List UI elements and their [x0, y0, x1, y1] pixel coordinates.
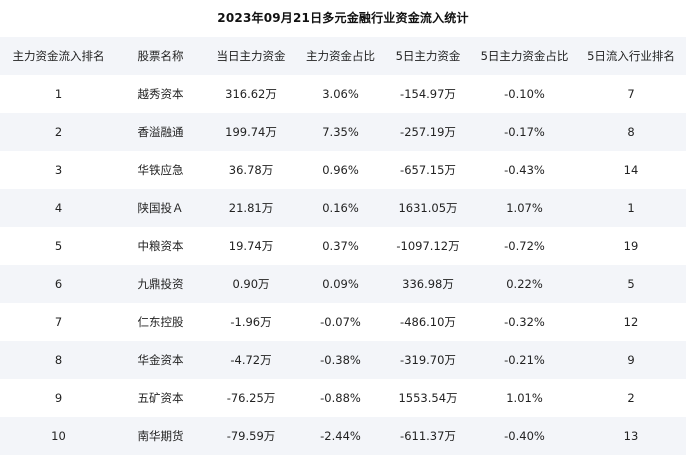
table-cell: -79.59万 — [204, 417, 298, 455]
column-header: 5日主力资金占比 — [473, 37, 576, 75]
table-cell: 陕国投Ａ — [117, 189, 204, 227]
table-cell: 中粮资本 — [117, 227, 204, 265]
table-cell: 9 — [0, 379, 117, 417]
table-cell: 14 — [576, 151, 686, 189]
table-cell: 九鼎投资 — [117, 265, 204, 303]
table-cell: 1631.05万 — [383, 189, 473, 227]
table-row: 6 九鼎投资 0.90万 0.09% 336.98万 0.22% 5 — [0, 265, 686, 303]
table-cell: 336.98万 — [383, 265, 473, 303]
table-cell: 华铁应急 — [117, 151, 204, 189]
table-cell: 5 — [0, 227, 117, 265]
table-cell: -0.72% — [473, 227, 576, 265]
table-row: 8 华金资本 -4.72万 -0.38% -319.70万 -0.21% 9 — [0, 341, 686, 379]
table-cell: 19 — [576, 227, 686, 265]
table-cell: -0.10% — [473, 75, 576, 113]
table-header-row: 主力资金流入排名 股票名称 当日主力资金 主力资金占比 5日主力资金 5日主力资金占比 5日… — [0, 37, 686, 75]
table-cell: 7 — [0, 303, 117, 341]
table-cell: -0.07% — [298, 303, 383, 341]
table-cell: 7 — [576, 75, 686, 113]
table-cell: -154.97万 — [383, 75, 473, 113]
table-cell: -2.44% — [298, 417, 383, 455]
table-cell: 316.62万 — [204, 75, 298, 113]
table-cell: 8 — [576, 113, 686, 151]
table-title: 2023年09月21日多元金融行业资金流入统计 — [217, 11, 469, 25]
table-cell: -4.72万 — [204, 341, 298, 379]
table-row: 7 仁东控股 -1.96万 -0.07% -486.10万 -0.32% 12 — [0, 303, 686, 341]
table-cell: -0.88% — [298, 379, 383, 417]
table-cell: 南华期货 — [117, 417, 204, 455]
table-row: 4 陕国投Ａ 21.81万 0.16% 1631.05万 1.07% 1 — [0, 189, 686, 227]
table-cell: 0.09% — [298, 265, 383, 303]
table-cell: 6 — [0, 265, 117, 303]
table-cell: 1.07% — [473, 189, 576, 227]
table-cell: 7.35% — [298, 113, 383, 151]
table-cell: -0.40% — [473, 417, 576, 455]
table-cell: 4 — [0, 189, 117, 227]
table-cell: 1 — [576, 189, 686, 227]
table-cell: -611.37万 — [383, 417, 473, 455]
column-header: 股票名称 — [117, 37, 204, 75]
table-cell: -0.38% — [298, 341, 383, 379]
table-cell: -1097.12万 — [383, 227, 473, 265]
table-cell: -76.25万 — [204, 379, 298, 417]
table-cell: 香溢融通 — [117, 113, 204, 151]
table-cell: 1553.54万 — [383, 379, 473, 417]
table-cell: 五矿资本 — [117, 379, 204, 417]
table-cell: 199.74万 — [204, 113, 298, 151]
table-cell: 12 — [576, 303, 686, 341]
table-body: 1 越秀资本 316.62万 3.06% -154.97万 -0.10% 7 2 香溢融通 199… — [0, 75, 686, 455]
table-cell: 13 — [576, 417, 686, 455]
table-cell: -0.43% — [473, 151, 576, 189]
table-cell: 8 — [0, 341, 117, 379]
table-cell: -486.10万 — [383, 303, 473, 341]
table-cell: 华金资本 — [117, 341, 204, 379]
table-cell: -0.32% — [473, 303, 576, 341]
column-header: 5日主力资金 — [383, 37, 473, 75]
table-cell: 21.81万 — [204, 189, 298, 227]
table-cell: -257.19万 — [383, 113, 473, 151]
table-row: 2 香溢融通 199.74万 7.35% -257.19万 -0.17% 8 — [0, 113, 686, 151]
table-cell: -0.17% — [473, 113, 576, 151]
table-row: 3 华铁应急 36.78万 0.96% -657.15万 -0.43% 14 — [0, 151, 686, 189]
table-cell: 0.22% — [473, 265, 576, 303]
table-cell: 3 — [0, 151, 117, 189]
table-row: 10 南华期货 -79.59万 -2.44% -611.37万 -0.40% 13 — [0, 417, 686, 455]
table-cell: 仁东控股 — [117, 303, 204, 341]
table-cell: -1.96万 — [204, 303, 298, 341]
table-cell: -657.15万 — [383, 151, 473, 189]
table-cell: 1.01% — [473, 379, 576, 417]
table-cell: 0.90万 — [204, 265, 298, 303]
table-row: 9 五矿资本 -76.25万 -0.88% 1553.54万 1.01% 2 — [0, 379, 686, 417]
table-cell: 1 — [0, 75, 117, 113]
table-cell: 5 — [576, 265, 686, 303]
column-header: 主力资金占比 — [298, 37, 383, 75]
table-cell: 2 — [576, 379, 686, 417]
table-cell: 36.78万 — [204, 151, 298, 189]
table-cell: -0.21% — [473, 341, 576, 379]
column-header: 5日流入行业排名 — [576, 37, 686, 75]
table-row: 1 越秀资本 316.62万 3.06% -154.97万 -0.10% 7 — [0, 75, 686, 113]
table-cell: 0.37% — [298, 227, 383, 265]
table-row: 5 中粮资本 19.74万 0.37% -1097.12万 -0.72% 19 — [0, 227, 686, 265]
table-cell: 3.06% — [298, 75, 383, 113]
table-cell: 10 — [0, 417, 117, 455]
fund-flow-table: 主力资金流入排名 股票名称 当日主力资金 主力资金占比 5日主力资金 5日主力资金占比 5日… — [0, 37, 686, 455]
table-cell: 0.96% — [298, 151, 383, 189]
table-cell: 越秀资本 — [117, 75, 204, 113]
table-cell: -319.70万 — [383, 341, 473, 379]
table-cell: 9 — [576, 341, 686, 379]
table-cell: 0.16% — [298, 189, 383, 227]
column-header: 主力资金流入排名 — [0, 37, 117, 75]
table-cell: 2 — [0, 113, 117, 151]
table-cell: 19.74万 — [204, 227, 298, 265]
column-header: 当日主力资金 — [204, 37, 298, 75]
